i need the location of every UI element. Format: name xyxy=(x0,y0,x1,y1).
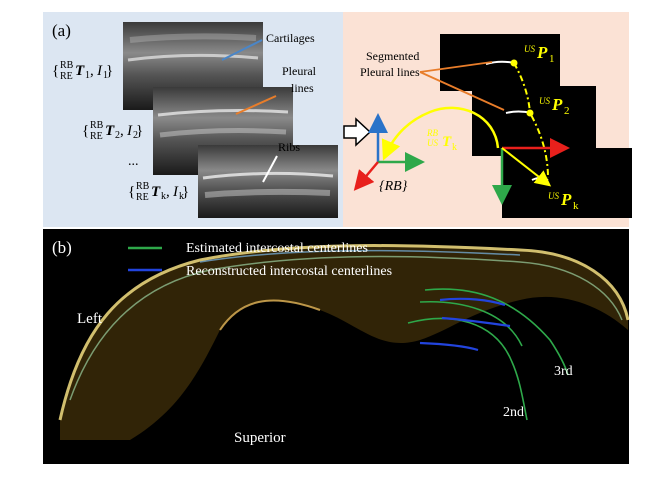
point-p2-dot xyxy=(526,109,534,117)
legend-reconstructed-label: Reconstructed intercostal centerlines xyxy=(186,264,392,279)
svg-text:RE: RE xyxy=(90,131,103,142)
svg-text:{: { xyxy=(52,63,59,79)
svg-text:}: } xyxy=(106,63,113,79)
svg-text:I: I xyxy=(172,184,179,200)
third-label: 3rd xyxy=(554,364,573,379)
svg-text:US: US xyxy=(524,44,535,54)
svg-text:,: , xyxy=(120,123,124,139)
svg-text:T: T xyxy=(151,184,161,200)
svg-text:RE: RE xyxy=(60,71,73,82)
pleural-label-2: lines xyxy=(291,81,314,95)
svg-text:}: } xyxy=(136,123,143,139)
pose-label-k: { RB RE T k , I k } xyxy=(128,181,189,203)
ribs-callout-line xyxy=(262,155,278,183)
svg-text:{: { xyxy=(128,184,135,200)
svg-text:k: k xyxy=(161,191,166,202)
svg-text:P: P xyxy=(551,95,563,114)
point-cloud-surface xyxy=(58,244,630,440)
panel-a-label: (a) xyxy=(52,21,71,40)
segmented-label-1: Segmented xyxy=(366,49,419,63)
segmented-image-k xyxy=(502,148,632,218)
svg-text:1: 1 xyxy=(549,53,555,65)
svg-text:T: T xyxy=(75,63,85,79)
transform-label: RB US T k xyxy=(426,128,457,153)
svg-text:k: k xyxy=(452,142,457,153)
superior-label: Superior xyxy=(234,430,286,446)
ellipsis-label: ... xyxy=(128,154,139,169)
flow-arrow-icon xyxy=(343,117,372,147)
pleural-label-1: Pleural xyxy=(282,64,317,78)
svg-text:RB: RB xyxy=(60,60,74,71)
svg-text:1: 1 xyxy=(85,70,90,81)
svg-text:US: US xyxy=(539,96,550,106)
ultrasound-image-k xyxy=(198,145,338,218)
svg-text:P: P xyxy=(536,43,548,62)
svg-text:2: 2 xyxy=(564,105,570,117)
left-label: Left xyxy=(77,311,103,327)
svg-text:2: 2 xyxy=(133,130,138,141)
point-p1-label: US P 1 xyxy=(524,43,555,65)
second-label: 2nd xyxy=(503,405,524,420)
transform-arrow xyxy=(381,106,500,161)
svg-text:P: P xyxy=(560,190,572,209)
point-pk-label: US P k xyxy=(548,190,579,212)
segmented-callout-1 xyxy=(419,61,493,73)
svg-text:I: I xyxy=(126,123,133,139)
pose-label-2: { RB RE T 2 , I 2 } xyxy=(82,120,143,142)
svg-text:2: 2 xyxy=(115,130,120,141)
svg-text:,: , xyxy=(166,184,170,200)
local-to-pk-arrow xyxy=(501,147,552,187)
panel-b-label: (b) xyxy=(52,238,72,257)
pose-label-1: { RB RE T 1 , I 1 } xyxy=(52,60,113,82)
legend-estimated-label: Estimated intercostal centerlines xyxy=(186,241,368,256)
ribs-label: Ribs xyxy=(278,140,300,154)
cartilages-callout-line xyxy=(221,39,263,61)
svg-text:,: , xyxy=(90,63,94,79)
svg-text:RE: RE xyxy=(136,192,149,203)
segmented-callout-2 xyxy=(419,71,505,111)
svg-text:T: T xyxy=(105,123,115,139)
svg-text:RB: RB xyxy=(90,120,104,131)
svg-text:{: { xyxy=(82,123,89,139)
svg-text:US: US xyxy=(427,138,438,148)
svg-text:I: I xyxy=(96,63,103,79)
point-p1-dot xyxy=(510,59,518,67)
segmented-label-2: Pleural lines xyxy=(360,65,420,79)
estimated-centerlines xyxy=(407,288,569,421)
cartilages-label: Cartilages xyxy=(266,31,315,45)
reconstructed-centerlines xyxy=(419,297,511,352)
svg-text:}: } xyxy=(182,184,189,200)
svg-text:k: k xyxy=(573,200,579,212)
rb-frame-y-axis xyxy=(353,161,379,191)
svg-text:US: US xyxy=(548,191,559,201)
svg-text:k: k xyxy=(179,191,184,202)
svg-text:RB: RB xyxy=(426,128,438,138)
svg-text:1: 1 xyxy=(103,70,108,81)
svg-text:RB: RB xyxy=(136,181,150,192)
point-p2-label: US P 2 xyxy=(539,95,570,117)
rb-frame-label: {RB} xyxy=(379,179,408,194)
svg-text:T: T xyxy=(442,134,452,150)
pleural-callout-line xyxy=(235,95,277,115)
